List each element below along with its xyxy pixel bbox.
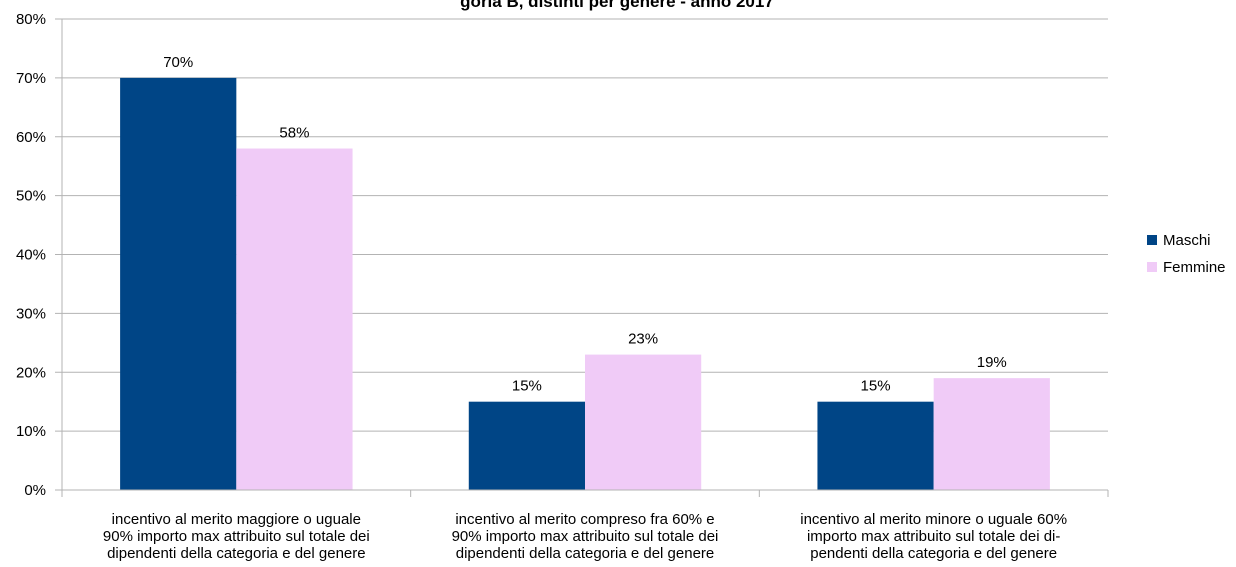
data-label: 15% <box>512 378 542 395</box>
data-label: 70% <box>163 54 193 71</box>
legend: Maschi Femmine <box>1147 232 1226 276</box>
data-label: 15% <box>861 378 891 395</box>
category-labels: incentivo al merito maggiore o uguale90%… <box>103 511 1067 562</box>
y-tick-label: 70% <box>16 70 46 87</box>
legend-swatch-femmine <box>1147 262 1157 272</box>
category-label: 90% importo max attribuito sul totale de… <box>103 528 370 545</box>
bars <box>120 77 1050 490</box>
data-label: 19% <box>977 354 1007 371</box>
category-label: incentivo al merito compreso fra 60% e <box>455 511 714 528</box>
legend-swatch-maschi <box>1147 235 1157 245</box>
y-tick-label: 50% <box>16 188 46 205</box>
category-label: pendenti della categoria e del genere <box>810 545 1057 562</box>
y-tick-label: 80% <box>16 11 46 28</box>
category-label: dipendenti della categoria e del genere <box>107 545 366 562</box>
data-labels: 70% 58% 15% 23% 15% 19% <box>163 54 1007 395</box>
y-tick-label: 30% <box>16 305 46 322</box>
y-tick-label: 60% <box>16 129 46 146</box>
legend-label-femmine: Femmine <box>1163 259 1226 276</box>
bar-femmine <box>585 354 702 490</box>
category-label: dipendenti della categoria e del genere <box>456 545 715 562</box>
bar-femmine <box>933 378 1050 490</box>
category-label: incentivo al merito maggiore o uguale <box>112 511 361 528</box>
x-axis <box>61 19 1109 497</box>
bar-maschi <box>120 77 237 490</box>
chart-title: goria B, distinti per genere - anno 2017 <box>460 0 774 11</box>
bar-femmine <box>236 148 353 490</box>
category-label: importo max attribuito sul totale dei di… <box>807 528 1060 545</box>
bar-maschi <box>817 401 934 490</box>
y-tick-label: 40% <box>16 247 46 264</box>
y-tick-label: 0% <box>24 482 46 499</box>
legend-label-maschi: Maschi <box>1163 232 1211 249</box>
category-label: 90% importo max attribuito sul totale de… <box>452 528 719 545</box>
data-label: 23% <box>628 331 658 348</box>
data-label: 58% <box>279 125 309 142</box>
category-label: incentivo al merito minore o uguale 60% <box>800 511 1067 528</box>
y-tick-label: 10% <box>16 423 46 440</box>
y-tick-label: 20% <box>16 364 46 381</box>
bar-maschi <box>468 401 585 490</box>
y-axis-ticks: 0% 10% 20% 30% 40% 50% 60% 70% 80% <box>16 11 62 499</box>
